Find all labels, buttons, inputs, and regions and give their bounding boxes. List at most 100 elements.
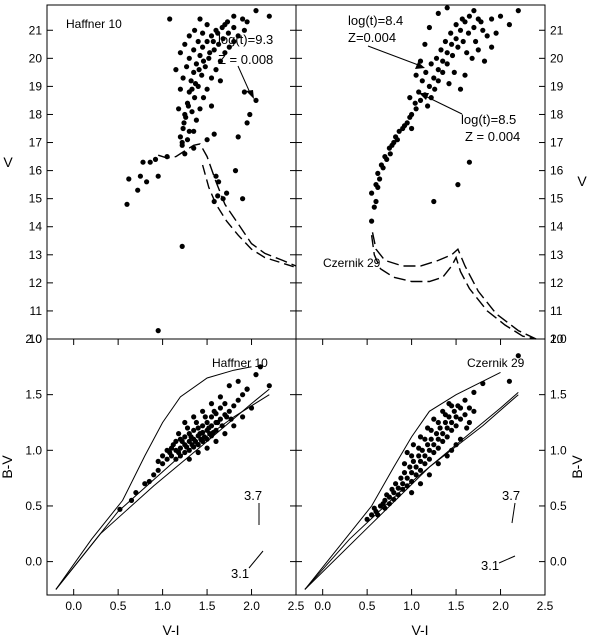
ccd-czernik29-point — [440, 408, 446, 414]
ccd-czernik29-point — [453, 442, 459, 448]
cmd-haffner10-point — [225, 30, 231, 36]
ccd-czernik29-reddening-label-2: 3.1 — [481, 558, 499, 573]
ccd-czernik29-point — [462, 412, 468, 418]
cmd-haffner10-cluster-label: Haffner 10 — [66, 17, 122, 31]
ccd-czernik29-point — [449, 427, 455, 433]
ccd-czernik29-xtick-label: 0.0 — [314, 599, 331, 613]
ccd-czernik29-point — [364, 516, 370, 522]
cmd-czernik29-point — [373, 198, 379, 205]
cmd-czernik29-point — [369, 190, 375, 196]
cmd-czernik29-point — [480, 27, 486, 33]
ccd-haffner10-point — [217, 394, 223, 400]
cmd-haffner10-point — [200, 95, 207, 101]
ccd-haffner10-point — [173, 456, 179, 462]
ccd-czernik29-point — [457, 436, 464, 442]
cmd-haffner10-point — [207, 50, 213, 56]
ccd-czernik29-point — [435, 445, 441, 451]
cmd-haffner10-point — [224, 19, 231, 25]
ccd-haffner10-point — [198, 436, 204, 442]
cmd-czernik29-isochrones — [370, 232, 537, 340]
ccd-czernik29-point — [431, 416, 437, 422]
ccd-czernik29-point — [404, 483, 410, 489]
cmd-czernik29-isochrone-1 — [370, 235, 537, 340]
cmd-czernik29-point — [426, 83, 432, 89]
ccd-haffner10-point — [224, 414, 230, 420]
ccd-czernik29-point — [416, 453, 422, 459]
ccd-czernik29-point — [371, 505, 377, 511]
cmd-czernik29-point — [394, 137, 400, 143]
ccd-czernik29-xtick-label: 1.5 — [448, 599, 465, 613]
ccd-haffner10-point — [202, 414, 208, 420]
ccd-czernik29-point — [409, 490, 415, 496]
cmd-czernik29-point — [489, 16, 495, 22]
cmd-czernik29-ytick-label: 20 — [550, 51, 564, 65]
ccd-haffner10-point — [160, 453, 166, 459]
cmd-haffner10-isochrone-label-2: Z = 0.008 — [218, 52, 273, 67]
ccd-haffner10-point — [226, 408, 232, 414]
cmd-haffner10-point — [191, 69, 197, 75]
ccd-czernik29-point — [446, 401, 452, 407]
ccd-haffner10-xlabel: V-I — [162, 622, 179, 638]
ccd-czernik29-point — [409, 470, 415, 476]
ccd-haffner10-point — [240, 392, 246, 398]
cmd-czernik29-point — [451, 69, 457, 75]
ccd-czernik29-point — [466, 419, 472, 426]
ccd-haffner10-point — [142, 481, 148, 487]
ccd-czernik29-point — [417, 458, 424, 464]
ccd-haffner10-point — [207, 431, 213, 437]
cmd-haffner10-point — [193, 61, 199, 67]
cmd-czernik29-point — [444, 5, 450, 11]
cmd-czernik29-point — [419, 78, 425, 84]
ccd-haffner10-ytick-label: 0.0 — [25, 555, 42, 569]
cmd-haffner10-point — [179, 243, 185, 249]
cmd-czernik29-point — [464, 50, 470, 56]
ccd-czernik29-point — [401, 470, 408, 476]
ccd-czernik29-frame — [295, 338, 546, 596]
ccd-czernik29-point — [433, 431, 440, 437]
ccd-czernik29-point — [428, 436, 434, 442]
ccd-czernik29-point — [417, 467, 424, 473]
cmd-haffner10-ytick-label: 20 — [29, 51, 43, 65]
cmd-czernik29-point — [453, 36, 459, 42]
cmd-czernik29-point — [462, 72, 468, 78]
ccd-haffner10-point — [189, 442, 195, 448]
ccd-czernik29-panel: 0.0 0.5 1.0 1.5 2.0 0.0 0.5 1.0 1.5 2.0 2.5 B-V V… — [295, 332, 585, 638]
cmd-haffner10-point — [215, 30, 221, 36]
ccd-haffner10-xticks: 0.0 0.5 1.0 1.5 2.0 2.5 — [65, 339, 305, 613]
cmd-haffner10-ytick-label: 13 — [29, 248, 43, 262]
ccd-haffner10-point — [177, 445, 183, 451]
cmd-haffner10-point — [204, 22, 210, 28]
cmd-haffner10-point — [253, 8, 259, 14]
ccd-haffner10-point — [197, 431, 203, 437]
cmd-haffner10-point — [177, 50, 183, 56]
cmd-czernik29-point — [515, 8, 521, 14]
cmd-czernik29-point — [444, 50, 450, 56]
ccd-haffner10-point — [226, 383, 232, 389]
cmd-haffner10-point — [217, 78, 223, 84]
ccd-czernik29-yticks: 0.0 0.5 1.0 1.5 2.0 — [296, 332, 567, 569]
cmd-czernik29-ytick-label: 16 — [550, 164, 564, 178]
ccd-czernik29-point — [455, 403, 461, 409]
cmd-czernik29-point — [391, 139, 397, 146]
cmd-czernik29-point — [409, 111, 415, 118]
cmd-haffner10-ytick-label: 17 — [29, 136, 43, 150]
cmd-czernik29-points — [369, 5, 521, 224]
cmd-haffner10-point — [192, 95, 198, 101]
cmd-haffner10-point — [179, 142, 185, 148]
cmd-czernik29-point — [371, 204, 377, 210]
cmd-haffner10-point — [144, 179, 150, 185]
ccd-haffner10-point — [170, 442, 176, 448]
cmd-czernik29-point — [473, 38, 479, 45]
cmd-haffner10-isochrones — [157, 143, 297, 269]
cmd-czernik29-isochrone-label-1: log(t)=8.4 — [348, 13, 403, 28]
ccd-haffner10-xtick-label: 1.5 — [199, 599, 216, 613]
ccd-czernik29-point — [422, 436, 428, 442]
cmd-czernik29-point — [453, 22, 459, 28]
ccd-haffner10-point — [188, 434, 194, 440]
ccd-haffner10-point — [176, 449, 182, 456]
cmd-haffner10-isochrone-2 — [201, 164, 297, 269]
cmd-haffner10-point — [176, 106, 182, 112]
cmd-haffner10-point — [135, 187, 141, 193]
ccd-haffner10-ytick-label: 1.5 — [25, 388, 42, 402]
ccd-czernik29-reddening-label-1: 3.7 — [502, 488, 520, 503]
